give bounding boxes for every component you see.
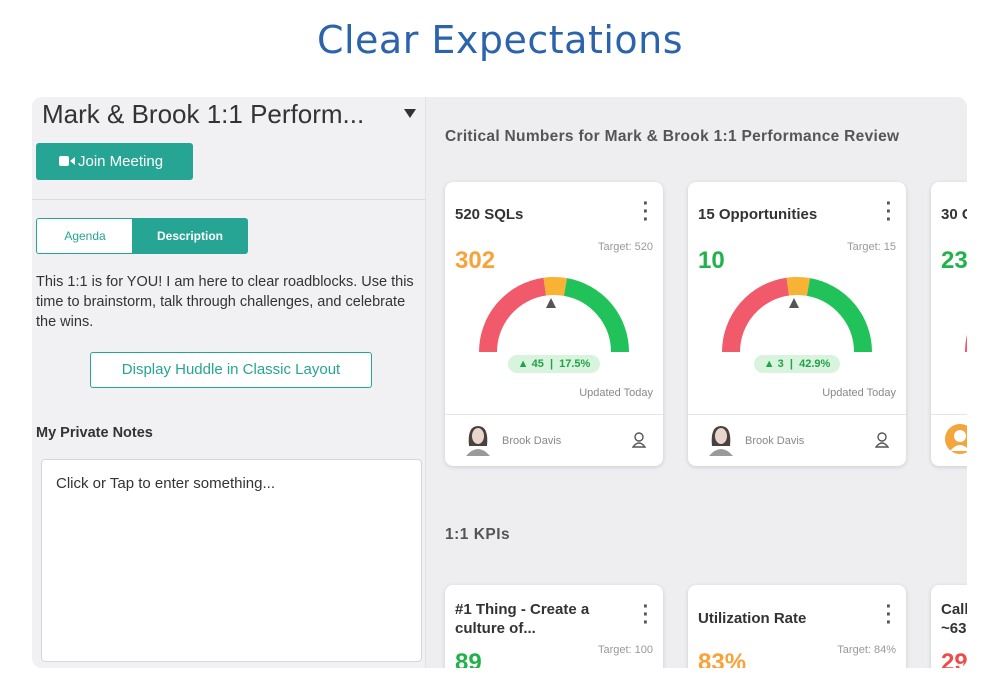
card-area: 520 SQLs · · · Target: 520 302 ▲ 45 | 17.5% Upd… — [32, 97, 967, 668]
card-menu[interactable]: · · · — [885, 596, 893, 634]
card-value: 23 — [941, 247, 967, 274]
card-title: Call ~63 — [941, 601, 967, 637]
owner-avatar — [466, 426, 490, 456]
avatar-body — [950, 445, 967, 451]
arrow-shape — [404, 109, 416, 118]
avatar-head — [954, 430, 966, 442]
gauge-yellow — [786, 277, 811, 296]
kpi-card: Call ~63···29 — [931, 585, 967, 668]
gauge — [965, 335, 967, 352]
gauge-red — [479, 277, 547, 353]
change-wrap: ▲ 3 | 42.9% — [688, 354, 906, 373]
card-value: 302 — [455, 247, 496, 274]
gauge — [479, 277, 629, 353]
metric-card: 30 C···23 — [931, 182, 967, 466]
person-icon[interactable] — [632, 432, 646, 448]
camera-body — [59, 156, 69, 166]
gauge-needle — [789, 298, 799, 308]
icon-head — [877, 432, 887, 442]
card-title: #1 Thing - Create a culture of... — [455, 601, 590, 637]
card-title: Utilization Rate — [698, 610, 807, 627]
change-pill: ▲ 45 | 17.5% — [507, 355, 601, 373]
notes-placeholder: Click or Tap to enter something... — [56, 475, 275, 492]
icon-body — [632, 442, 646, 448]
avatar-body — [709, 449, 733, 456]
dropdown-arrow[interactable] — [404, 109, 416, 119]
card-value: 89 — [455, 649, 482, 668]
card-value: 83% — [698, 649, 747, 668]
owner-name: Brook Davis — [502, 435, 562, 447]
change-pill: ▲ 3 | 42.9% — [753, 355, 841, 373]
description-tab[interactable]: Description — [132, 218, 248, 254]
card-target: Target: 84% — [837, 644, 896, 656]
owner-name: Brook Davis — [745, 435, 805, 447]
avatar-face — [472, 428, 484, 444]
avatar-body — [466, 449, 490, 456]
description-text: This 1:1 is for YOU! I am here to clear … — [36, 274, 414, 330]
gauge-red — [722, 277, 790, 353]
gauge-yellow — [543, 277, 568, 296]
card-target: Target: 100 — [597, 644, 653, 656]
icon-head — [634, 432, 644, 442]
meeting-title[interactable]: Mark & Brook 1:1 Perform... — [42, 99, 365, 129]
owner-avatar — [945, 424, 967, 454]
video-icon — [59, 156, 75, 166]
notes-input[interactable]: Click or Tap to enter something... — [41, 459, 422, 662]
card-title: 15 Opportunities — [698, 206, 818, 223]
join-meeting-label: Join Meeting — [78, 153, 164, 170]
kpi-card: Utilization Rate · · · Target: 84% 83% — [688, 585, 906, 668]
card-value: 10 — [698, 247, 725, 274]
gauge — [722, 277, 872, 353]
avatar-face — [715, 428, 727, 444]
card-divider — [688, 414, 906, 415]
card-title: 520 SQLs — [455, 206, 524, 223]
owner-avatar — [709, 426, 733, 456]
updated-label: Updated Today — [579, 387, 653, 399]
card-menu[interactable]: · · · — [885, 193, 893, 231]
change-wrap: ▲ 45 | 17.5% — [445, 354, 663, 373]
gauge-needle — [546, 298, 556, 308]
metric-card: 15 Opportunities · · · Target: 15 10 ▲ 3 | 42.… — [688, 182, 906, 466]
card-divider — [931, 414, 967, 415]
card-value: 29 — [941, 649, 967, 668]
metric-card: 520 SQLs · · · Target: 520 302 ▲ 45 | 17.5% Upd… — [445, 182, 663, 466]
card-target: Target: 520 — [597, 241, 653, 253]
card-title: 30 C — [941, 206, 967, 223]
divider — [32, 199, 425, 200]
page-title: Clear Expectations — [316, 18, 684, 62]
join-meeting-button[interactable]: Join Meeting — [36, 143, 193, 180]
notes-title: My Private Notes — [36, 425, 153, 441]
card-menu[interactable]: · · · — [642, 596, 650, 634]
classic-layout-button[interactable]: Display Huddle in Classic Layout — [90, 352, 372, 388]
updated-label: Updated Today — [822, 387, 896, 399]
card-target: Target: 15 — [847, 241, 896, 253]
critical-numbers-title: Critical Numbers for Mark & Brook 1:1 Pe… — [445, 128, 900, 145]
icon-body — [875, 442, 889, 448]
kpis-title: 1:1 KPIs — [445, 526, 511, 543]
gauge-green — [806, 278, 872, 353]
person-icon[interactable] — [875, 432, 889, 448]
card-divider — [445, 414, 663, 415]
sidebar: Mark & Brook 1:1 Perform... Join Meeting… — [32, 97, 426, 668]
agenda-tab[interactable]: Agenda — [36, 218, 134, 254]
camera-lens — [70, 157, 75, 165]
card-menu[interactable]: · · · — [642, 193, 650, 231]
gauge-green — [563, 278, 629, 353]
kpi-card: #1 Thing - Create a culture of... · · · Targ… — [445, 585, 663, 668]
main-panel: Mark & Brook 1:1 Perform... Join Meeting… — [32, 97, 967, 668]
